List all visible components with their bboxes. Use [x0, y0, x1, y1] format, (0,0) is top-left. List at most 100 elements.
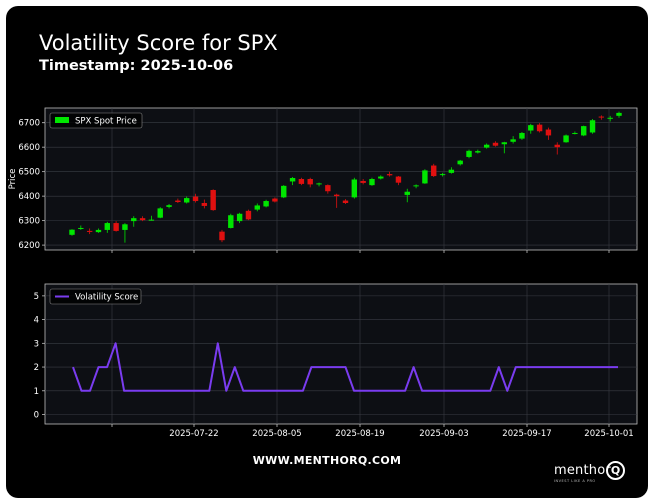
brand-tagline: INVEST LIKE A PRO: [554, 479, 596, 483]
candle: [483, 144, 490, 148]
candle: [351, 179, 358, 198]
candle: [254, 205, 260, 210]
x-tick-label: 2025-08-19: [335, 429, 384, 439]
price-panel: 6200 6300 6400 6500 6600 6700 Price SPX Spot Pr…: [8, 107, 638, 253]
candle: [333, 194, 340, 197]
candle: [281, 185, 287, 198]
price-tick-label: 6500: [18, 168, 40, 178]
brand-q-icon: Q: [606, 461, 625, 480]
volatility-tick-label: 3: [34, 339, 39, 349]
price-legend-label: SPX Spot Price: [75, 117, 137, 127]
candle: [519, 132, 525, 139]
candle: [466, 150, 472, 157]
volatility-legend-box: [49, 288, 142, 305]
volatility-score-line: [72, 342, 618, 392]
brand-logo: menthor Q INVEST LIKE A PRO: [554, 461, 634, 487]
chart-title: Volatility Score for SPX: [39, 31, 278, 55]
candle: [104, 223, 110, 230]
price-legend-swatch: [55, 117, 69, 123]
candle: [492, 142, 499, 146]
x-tick-label: 2025-10-01: [584, 429, 633, 439]
candle: [369, 179, 375, 186]
price-tick-label: 6400: [18, 192, 40, 202]
x-tick-label: 2025-08-05: [252, 429, 301, 439]
candle: [554, 144, 560, 148]
chart-card: Volatility Score for SPX Timestamp: 2025…: [6, 6, 648, 498]
candle: [289, 178, 296, 182]
price-tick-label: 6300: [18, 217, 40, 227]
price-tick-label: 6200: [18, 241, 40, 251]
x-tick-label: 2025-09-03: [419, 429, 468, 439]
volatility-legend: Volatility Score: [49, 288, 142, 305]
footer-url: WWW.MENTHORQ.COM: [252, 454, 402, 467]
candle: [210, 190, 216, 211]
candle: [528, 125, 534, 131]
volatility-plot-area: [44, 283, 638, 425]
candle: [431, 165, 437, 177]
candle: [166, 205, 172, 207]
candle: [316, 183, 322, 185]
candle: [157, 208, 163, 218]
candle: [563, 135, 569, 143]
brand-name: menthor: [554, 463, 611, 478]
volatility-tick-label: 4: [34, 316, 39, 326]
candle: [245, 210, 252, 220]
candle: [536, 124, 543, 132]
candle: [219, 231, 225, 241]
price-tick-label: 6700: [18, 119, 40, 129]
candle: [545, 129, 552, 136]
x-tick-label: 2025-07-22: [169, 429, 218, 439]
timestamp-subtitle: Timestamp: 2025-10-06: [39, 58, 234, 74]
candle: [422, 170, 428, 184]
candle: [360, 180, 366, 183]
chart-canvas: 6200 6300 6400 6500 6600 6700 Price SPX Spot Pr…: [8, 107, 638, 439]
volatility-legend-label: Volatility Score: [75, 293, 138, 303]
candle: [122, 224, 128, 230]
candle: [228, 215, 234, 228]
candle: [598, 116, 605, 118]
price-legend-box: [49, 112, 143, 129]
price-axis-label: Price: [8, 169, 18, 190]
candle: [113, 223, 119, 231]
price-legend: SPX Spot Price: [49, 112, 143, 129]
x-tick-label: 2025-09-17: [502, 429, 551, 439]
candle: [439, 174, 446, 176]
candle: [378, 176, 384, 179]
candle: [616, 112, 622, 116]
candle: [448, 169, 455, 173]
candle: [86, 230, 93, 232]
candle: [607, 117, 613, 119]
candle: [404, 191, 410, 195]
volatility-tick-label: 0: [34, 411, 39, 421]
candle: [501, 142, 508, 145]
candle: [69, 229, 75, 235]
candle: [201, 202, 208, 206]
candle: [307, 179, 313, 185]
candle: [183, 198, 190, 203]
price-plot-area: [44, 107, 638, 251]
candle: [139, 218, 146, 221]
candle: [131, 218, 137, 222]
candle: [475, 151, 481, 153]
candle: [298, 179, 305, 184]
candle: [581, 126, 587, 136]
candle: [175, 200, 181, 203]
candle: [236, 213, 243, 222]
candle: [510, 139, 516, 142]
candle: [272, 198, 278, 202]
candle: [78, 227, 84, 229]
volatility-tick-label: 1: [34, 387, 39, 397]
candle: [192, 196, 199, 202]
candle: [325, 185, 331, 192]
candle: [342, 200, 349, 203]
candle: [413, 185, 419, 187]
candle: [589, 120, 596, 133]
candle: [148, 219, 155, 221]
volatility-panel: 0 1 2 3 4 5 2025-07-22 2025-08-05 2025-08-19 2025…: [34, 283, 638, 439]
volatility-tick-label: 5: [34, 292, 39, 302]
candle: [395, 176, 402, 183]
candle: [572, 132, 578, 134]
candle: [95, 229, 102, 233]
candle: [457, 160, 463, 165]
candle: [386, 174, 393, 176]
